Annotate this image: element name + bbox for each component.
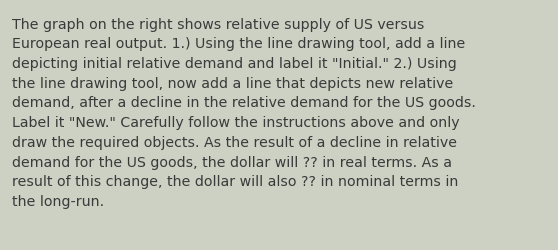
Text: The graph on the right shows relative supply of US versus
European real output. : The graph on the right shows relative su… <box>12 18 476 208</box>
